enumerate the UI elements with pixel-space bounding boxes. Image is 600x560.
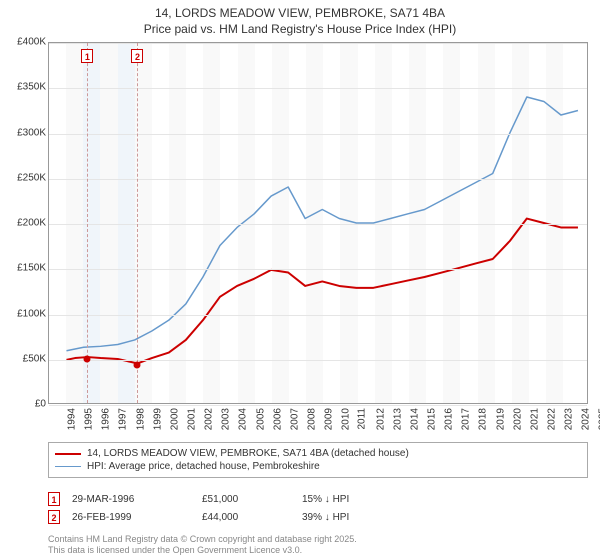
chart-container: 14, LORDS MEADOW VIEW, PEMBROKE, SA71 4B… xyxy=(0,0,600,560)
x-tick-label: 1996 xyxy=(101,408,112,430)
x-tick-label: 2004 xyxy=(238,408,249,430)
x-tick-label: 2001 xyxy=(186,408,197,430)
sale-marker-2: 2 xyxy=(48,510,60,524)
footer-attribution: Contains HM Land Registry data © Crown c… xyxy=(48,534,357,556)
x-tick-label: 2006 xyxy=(272,408,283,430)
x-tick-label: 2012 xyxy=(375,408,386,430)
x-tick-label: 2003 xyxy=(221,408,232,430)
sale-marker-1: 1 xyxy=(48,492,60,506)
sale-date: 29-MAR-1996 xyxy=(72,494,202,505)
y-tick-label: £50K xyxy=(0,353,46,364)
x-tick-label: 2005 xyxy=(255,408,266,430)
sale-hpi-delta: 15% ↓ HPI xyxy=(302,494,422,505)
x-tick-label: 2011 xyxy=(357,408,368,430)
y-tick-label: £400K xyxy=(0,37,46,48)
y-tick-label: £200K xyxy=(0,218,46,229)
x-tick-label: 2016 xyxy=(443,408,454,430)
title-line-1: 14, LORDS MEADOW VIEW, PEMBROKE, SA71 4B… xyxy=(0,6,600,22)
chart-title: 14, LORDS MEADOW VIEW, PEMBROKE, SA71 4B… xyxy=(0,0,600,37)
legend-swatch-price-paid xyxy=(55,453,81,455)
x-tick-label: 1999 xyxy=(152,408,163,430)
x-tick-label: 2020 xyxy=(512,408,523,430)
plot-area: 12 xyxy=(48,42,588,404)
y-tick-label: £100K xyxy=(0,308,46,319)
table-row: 1 29-MAR-1996 £51,000 15% ↓ HPI xyxy=(48,490,588,508)
x-tick-label: 2014 xyxy=(409,408,420,430)
legend-item-price-paid: 14, LORDS MEADOW VIEW, PEMBROKE, SA71 4B… xyxy=(55,447,581,460)
sale-marker-box: 2 xyxy=(131,49,143,63)
x-tick-label: 2009 xyxy=(323,408,334,430)
x-tick-label: 2010 xyxy=(341,408,352,430)
x-tick-label: 2024 xyxy=(581,408,592,430)
sale-date: 26-FEB-1999 xyxy=(72,512,202,523)
sale-point-dot xyxy=(84,355,91,362)
x-tick-label: 1995 xyxy=(83,408,94,430)
sale-price: £44,000 xyxy=(202,512,302,523)
x-tick-label: 2002 xyxy=(203,408,214,430)
footer-line-2: This data is licensed under the Open Gov… xyxy=(48,545,357,556)
x-tick-label: 2018 xyxy=(478,408,489,430)
x-tick-label: 2000 xyxy=(169,408,180,430)
x-tick-label: 2008 xyxy=(306,408,317,430)
y-tick-label: £300K xyxy=(0,127,46,138)
sale-hpi-delta: 39% ↓ HPI xyxy=(302,512,422,523)
x-tick-label: 1998 xyxy=(135,408,146,430)
line-series-svg xyxy=(49,43,587,403)
x-tick-label: 2017 xyxy=(461,408,472,430)
legend-swatch-hpi xyxy=(55,466,81,467)
y-tick-label: £0 xyxy=(0,399,46,410)
sale-point-dot xyxy=(134,362,141,369)
legend-item-hpi: HPI: Average price, detached house, Pemb… xyxy=(55,460,581,473)
x-tick-label: 2013 xyxy=(392,408,403,430)
sales-table: 1 29-MAR-1996 £51,000 15% ↓ HPI 2 26-FEB… xyxy=(48,490,588,526)
x-tick-label: 2019 xyxy=(495,408,506,430)
legend-label-price-paid: 14, LORDS MEADOW VIEW, PEMBROKE, SA71 4B… xyxy=(87,448,409,459)
y-tick-label: £350K xyxy=(0,82,46,93)
legend-label-hpi: HPI: Average price, detached house, Pemb… xyxy=(87,461,320,472)
sale-marker-box: 1 xyxy=(81,49,93,63)
y-tick-label: £150K xyxy=(0,263,46,274)
y-tick-label: £250K xyxy=(0,172,46,183)
legend: 14, LORDS MEADOW VIEW, PEMBROKE, SA71 4B… xyxy=(48,442,588,478)
footer-line-1: Contains HM Land Registry data © Crown c… xyxy=(48,534,357,545)
x-tick-label: 2023 xyxy=(563,408,574,430)
x-tick-label: 2022 xyxy=(546,408,557,430)
x-tick-label: 2021 xyxy=(529,408,540,430)
sale-price: £51,000 xyxy=(202,494,302,505)
x-tick-label: 1997 xyxy=(118,408,129,430)
title-line-2: Price paid vs. HM Land Registry's House … xyxy=(0,22,600,38)
table-row: 2 26-FEB-1999 £44,000 39% ↓ HPI xyxy=(48,508,588,526)
x-tick-label: 2015 xyxy=(426,408,437,430)
x-tick-label: 1994 xyxy=(66,408,77,430)
x-tick-label: 2007 xyxy=(289,408,300,430)
